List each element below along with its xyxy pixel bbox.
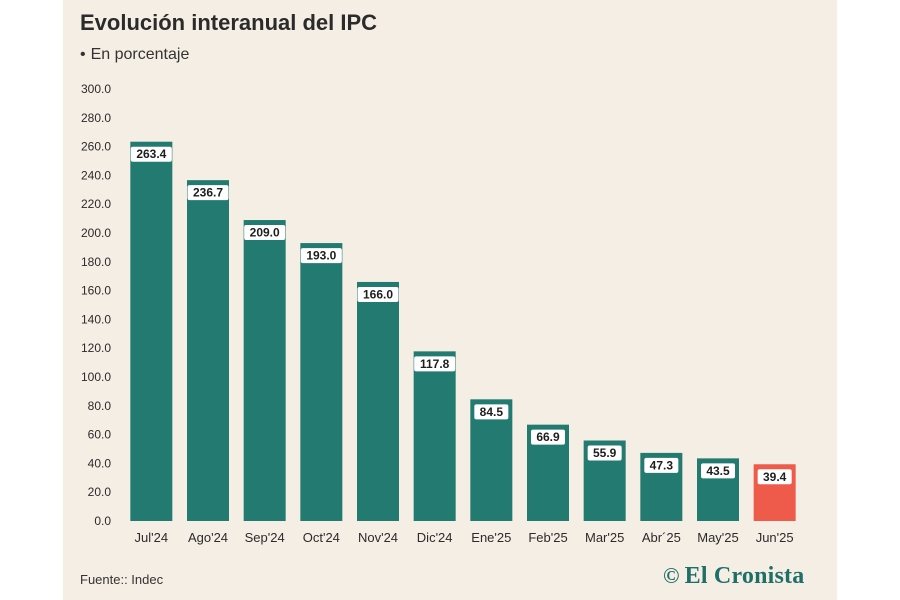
y-tick-label: 140.0	[81, 312, 111, 326]
x-tick-label: Ene'25	[471, 530, 511, 545]
y-tick-label: 220.0	[81, 197, 111, 211]
y-tick-label: 280.0	[81, 111, 111, 125]
bar	[300, 243, 343, 521]
brand-logo: © El Cronista	[663, 563, 804, 590]
x-tick-label: Dic'24	[417, 530, 453, 545]
bar-chart: 0.0 20.0 40.0 60.0 80.0 100.0 120.0 140.0 160.0 1…	[81, 82, 796, 545]
x-tick-label: Abr´25	[642, 530, 681, 545]
x-tick-label: Oct'24	[303, 530, 340, 545]
subtitle-text: En porcentaje	[90, 46, 190, 63]
value-label-box	[531, 429, 565, 445]
value-label-box	[587, 445, 622, 461]
bar	[357, 281, 399, 521]
y-tick-label: 200.0	[81, 226, 111, 240]
x-tick-label: Nov'24	[358, 530, 398, 545]
value-label-box	[757, 469, 792, 485]
value-label: 263.4	[136, 147, 166, 161]
bar	[413, 351, 456, 521]
bar	[470, 399, 513, 521]
value-label-box	[644, 457, 679, 473]
y-tick-label: 100.0	[81, 370, 111, 384]
bar	[187, 180, 229, 522]
value-label: 43.5	[706, 464, 730, 478]
x-tick-label: May'25	[697, 530, 739, 545]
value-label: 236.7	[193, 186, 223, 200]
value-label: 39.4	[763, 470, 787, 484]
y-tick-label: 240.0	[81, 168, 111, 182]
value-label: 166.0	[363, 287, 393, 301]
x-axis: Jul'24 Ago'24 Sep'24 Oct'24 Nov'24 Dic'24 Ene'…	[135, 530, 794, 545]
y-tick-label: 160.0	[81, 284, 111, 298]
value-label-box	[474, 404, 509, 420]
chart-subtitle: • En porcentaje	[80, 46, 189, 64]
y-tick-label: 60.0	[88, 428, 112, 442]
bar	[243, 220, 286, 522]
copyright-icon: ©	[663, 563, 680, 588]
chart-title: Evolución interanual del IPC	[80, 10, 378, 35]
y-tick-label: 40.0	[88, 456, 112, 470]
value-label-box	[187, 185, 229, 201]
y-tick-label: 0.0	[94, 514, 111, 528]
value-label: 84.5	[480, 405, 504, 419]
bars: 263.4 236.7 209.0 193.0 166.0 117.8 84.5 66.9 55…	[130, 141, 796, 522]
value-label-box	[414, 356, 456, 372]
y-tick-label: 80.0	[88, 399, 112, 413]
value-label: 193.0	[306, 249, 336, 263]
brand-name: El Cronista	[684, 563, 805, 589]
x-tick-label: Mar'25	[585, 530, 624, 545]
value-label-box	[300, 248, 342, 264]
x-tick-label: Jun'25	[756, 530, 794, 545]
x-tick-label: Sep'24	[245, 530, 285, 545]
value-label: 55.9	[593, 446, 617, 460]
y-tick-label: 180.0	[81, 255, 111, 269]
y-tick-label: 300.0	[81, 82, 111, 96]
value-label: 209.0	[250, 226, 280, 240]
value-label: 117.8	[420, 357, 450, 371]
bullet-icon: •	[80, 46, 86, 63]
value-label: 66.9	[536, 430, 560, 444]
source-note: Fuente:: Indec	[80, 572, 164, 587]
y-tick-label: 20.0	[88, 485, 112, 499]
x-tick-label: Feb'25	[528, 530, 567, 545]
y-tick-label: 120.0	[81, 341, 111, 355]
value-label-box	[357, 286, 399, 302]
value-label: 47.3	[650, 458, 674, 472]
value-label-box	[701, 463, 735, 479]
y-tick-label: 260.0	[81, 140, 111, 154]
x-tick-label: Jul'24	[135, 530, 169, 545]
bar	[130, 141, 173, 522]
value-label-box	[244, 225, 286, 241]
x-tick-label: Ago'24	[188, 530, 228, 545]
y-axis: 0.0 20.0 40.0 60.0 80.0 100.0 120.0 140.0 160.0 1…	[81, 82, 111, 528]
value-label-box	[130, 146, 172, 162]
chart-card: Evolución interanual del IPC • En porcent…	[63, 0, 837, 600]
